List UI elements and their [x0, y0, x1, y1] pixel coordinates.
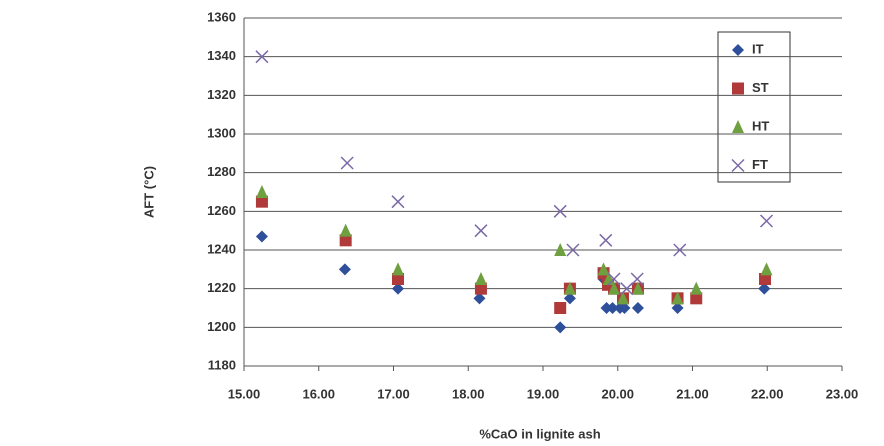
- legend-marker: [732, 44, 744, 56]
- y-tick-label: 1200: [207, 319, 236, 334]
- marker: [473, 292, 486, 305]
- legend-marker: [731, 158, 745, 173]
- marker: [255, 185, 268, 198]
- marker: [339, 234, 352, 247]
- marker: [339, 223, 352, 237]
- marker: [553, 204, 567, 218]
- x-tick-label: 15.00: [228, 386, 261, 401]
- marker: [554, 321, 567, 334]
- marker: [759, 273, 772, 285]
- marker: [474, 282, 487, 295]
- marker: [554, 243, 567, 256]
- x-tick-label: 21.00: [676, 386, 709, 401]
- legend-label: ST: [752, 80, 769, 95]
- marker: [391, 282, 404, 295]
- marker: [606, 302, 619, 314]
- y-tick-label: 1240: [207, 241, 236, 256]
- marker: [618, 302, 631, 314]
- x-tick-label: 17.00: [377, 386, 410, 401]
- marker: [474, 272, 487, 285]
- marker: [255, 230, 268, 243]
- marker: [760, 262, 773, 276]
- y-tick-label: 1300: [207, 125, 236, 140]
- marker: [391, 195, 405, 209]
- marker: [759, 214, 774, 228]
- legend-label: IT: [752, 41, 764, 56]
- marker: [631, 302, 644, 314]
- marker: [340, 156, 354, 170]
- x-tick-label: 20.00: [601, 386, 634, 401]
- marker: [673, 243, 687, 257]
- legend-label: FT: [752, 157, 768, 172]
- y-tick-label: 1360: [207, 9, 236, 24]
- y-axis-title: AFT (°C): [141, 166, 156, 218]
- marker: [597, 262, 610, 276]
- x-tick-label: 22.00: [751, 386, 784, 401]
- y-tick-label: 1180: [208, 357, 236, 372]
- marker: [474, 224, 488, 238]
- legend-marker: [732, 82, 744, 95]
- y-tick-label: 1340: [207, 48, 236, 63]
- marker: [566, 243, 580, 257]
- marker: [554, 302, 567, 314]
- marker: [563, 281, 576, 295]
- marker: [616, 291, 629, 305]
- y-tick-label: 1260: [207, 203, 236, 218]
- marker: [608, 281, 621, 295]
- marker: [690, 292, 703, 305]
- x-tick-label: 19.00: [527, 386, 560, 401]
- marker: [338, 263, 351, 276]
- legend-marker: [732, 120, 744, 133]
- marker: [631, 281, 644, 295]
- marker: [671, 291, 684, 305]
- marker: [255, 195, 268, 208]
- marker: [563, 292, 576, 305]
- marker: [607, 272, 621, 286]
- x-axis-title: %CaO in lignite ash: [479, 426, 600, 441]
- x-tick-label: 23.00: [826, 386, 859, 401]
- marker: [599, 233, 613, 247]
- marker: [620, 282, 634, 296]
- y-tick-label: 1220: [207, 280, 236, 295]
- marker: [630, 272, 644, 286]
- marker: [391, 262, 404, 276]
- marker: [690, 281, 703, 295]
- marker: [758, 282, 771, 295]
- x-tick-label: 18.00: [452, 386, 485, 401]
- marker: [255, 50, 269, 64]
- legend-label: HT: [752, 118, 769, 133]
- y-tick-label: 1320: [207, 87, 236, 102]
- marker: [671, 302, 684, 314]
- y-tick-label: 1280: [207, 164, 236, 179]
- x-tick-label: 16.00: [302, 386, 335, 401]
- marker: [391, 273, 404, 285]
